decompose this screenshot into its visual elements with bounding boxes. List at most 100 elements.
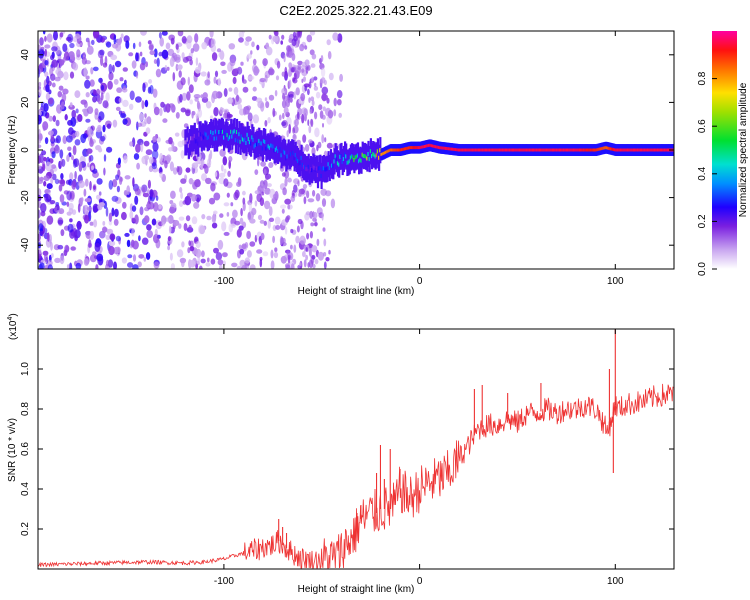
spectrogram-noise-cell (86, 206, 93, 211)
spectrogram-noise-cell (262, 251, 269, 257)
spectrogram-ridge-cell (365, 154, 368, 159)
snr-line (38, 383, 674, 569)
spectrogram-noise-cell (191, 216, 198, 225)
spectrogram-noise-cell (158, 51, 163, 57)
spectrogram-noise-cell (57, 91, 63, 98)
spectrogram-noise-cell (236, 265, 242, 269)
spectrogram-noise-cell (238, 37, 244, 43)
spectrogram-noise-cell (77, 114, 83, 122)
spectrogram-ridge-cell (223, 135, 226, 140)
spectrogram-ridge-cell (321, 167, 324, 172)
spectrogram-ridge-cell (583, 148, 586, 152)
spectrogram-noise-cell (102, 221, 106, 226)
spectrogram-noise-cell (92, 205, 98, 213)
spectrogram-noise-cell (264, 187, 271, 195)
spectrogram-ridge-cell (253, 144, 256, 149)
spectrogram-noise-cell (86, 45, 94, 55)
spectrogram-ridge-cell (467, 148, 470, 152)
spectrogram-ridge-cell (332, 164, 335, 169)
spectrogram-noise-cell (268, 94, 275, 101)
spectrogram-noise-cell (38, 81, 42, 87)
spectrogram-noise-cell (333, 109, 337, 117)
spectrogram-noise-cell (117, 38, 122, 46)
spectrogram-noise-cell (54, 257, 61, 263)
spectrogram-noise-cell (201, 250, 205, 258)
spectrogram-ridge-cell (432, 144, 435, 148)
spectrogram-noise-cell (88, 155, 92, 163)
spectrogram-noise-cell (122, 99, 129, 107)
spectrogram-noise-cell (278, 114, 282, 121)
spectrogram-ridge-cell (630, 148, 633, 152)
spectrogram-ridge-cell (479, 148, 482, 152)
spectrogram-noise-cell (213, 210, 218, 215)
spectrogram-noise-cell (46, 75, 50, 85)
spectrogram-noise-cell (322, 227, 326, 232)
spectrogram-noise-cell (108, 63, 113, 74)
spectrogram-noise-cell (231, 262, 238, 268)
spectrogram-noise-cell (293, 91, 297, 100)
spectrogram-noise-cell (159, 152, 164, 162)
spectrogram-noise-cell (78, 162, 82, 172)
spectrogram-noise-cell (288, 62, 293, 69)
spectrogram-noise-cell (108, 71, 114, 81)
colorbar-gradient (712, 31, 737, 269)
spectrogram-noise-cell (178, 70, 182, 78)
spectrogram-ridge-cell (285, 156, 288, 161)
spectrogram-noise-cell (295, 235, 300, 244)
colorbar-tick-label: 0.4 (697, 166, 708, 180)
spectrogram-noise-cell (180, 178, 187, 184)
spectrogram-noise-cell (194, 33, 199, 43)
colorbar: 0.0 0.2 0.4 0.6 0.8 Normalized spectral ampl… (697, 31, 749, 276)
spectrogram-ridge-cell (428, 143, 431, 147)
spectrogram-noise-cell (98, 147, 103, 153)
spectrogram-ridge-cell (243, 138, 246, 143)
spectrogram-noise-cell (338, 112, 343, 118)
spectrogram-ridge-cell (621, 148, 624, 152)
spectrogram-noise-cell (312, 211, 318, 219)
spectrogram-noise-cell (145, 203, 152, 208)
spectrogram-noise-cell (132, 264, 139, 269)
spectrogram-noise-cell (92, 89, 97, 95)
spectrogram-noise-cell (200, 258, 206, 264)
spectrogram-noise-cell (135, 96, 142, 103)
spectrogram-noise-cell (81, 57, 87, 65)
spectrogram-noise-cell (196, 100, 200, 110)
spectrogram-noise-cell (102, 226, 108, 233)
spectrogram-noise-cell (144, 155, 150, 161)
spectrogram-noise-cell (161, 49, 169, 59)
spectrogram-noise-cell (175, 43, 179, 50)
spectrogram-noise-cell (54, 178, 60, 185)
spectrogram-noise-cell (38, 88, 42, 97)
spectrogram-noise-cell (308, 81, 312, 89)
spectrogram-ridge-cell (641, 148, 644, 152)
spectrogram-noise-cell (55, 119, 60, 127)
spectrogram-ridge-cell (530, 148, 533, 152)
spectrogram-noise-cell (299, 262, 302, 267)
spectrogram-noise-cell (219, 172, 226, 178)
spectrogram-ridge-cell (335, 157, 338, 162)
spectrogram-noise-cell (259, 197, 265, 207)
spectrogram-noise-cell (96, 194, 101, 200)
spectrogram-noise-cell (48, 115, 53, 122)
spectrogram-noise-cell (95, 264, 99, 269)
spectrogram-noise-cell (98, 191, 102, 196)
spectrogram-noise-cell (211, 52, 218, 61)
spectrogram-ridge-cell (605, 146, 608, 150)
spectrogram-noise-cell (268, 217, 275, 222)
spectrogram-ridge-cell (297, 159, 300, 163)
spectrogram-noise-cell (282, 112, 285, 120)
spectrogram-ridge-cell (515, 148, 518, 152)
spectrogram-noise-cell (253, 66, 259, 76)
spectrogram-noise-cell (40, 203, 47, 213)
spectrogram-ridge-cell (460, 148, 463, 152)
spectrogram-noise-cell (260, 183, 266, 192)
spectrogram-noise-cell (217, 239, 224, 250)
spectrogram-ridge-cell (446, 147, 449, 150)
spectrogram-noise-cell (103, 167, 106, 176)
spectrogram-noise-cell (138, 235, 141, 242)
spectrogram-noise-cell (38, 247, 42, 255)
spectrogram-ridge-cell (354, 155, 357, 160)
spectrogram-noise-cell (322, 123, 324, 128)
spectrogram-ridge-cell (545, 148, 549, 152)
spectrogram-ridge-cell (596, 148, 599, 152)
